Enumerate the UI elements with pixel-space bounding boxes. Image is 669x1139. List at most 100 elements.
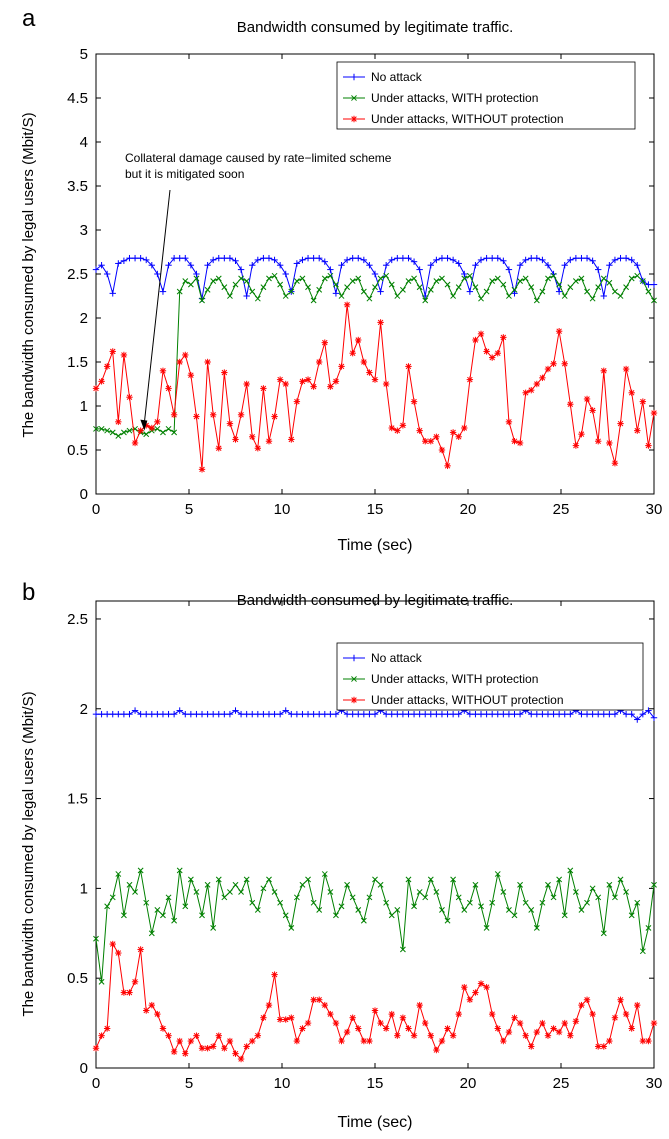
series-0-point bbox=[511, 710, 518, 718]
series-0-point bbox=[388, 256, 395, 264]
series-2-point bbox=[232, 1050, 239, 1057]
series-2-point bbox=[466, 996, 474, 1003]
series-2-point bbox=[388, 1010, 395, 1018]
series-0-point bbox=[477, 256, 485, 264]
series-1-point bbox=[182, 278, 189, 284]
series-2-point bbox=[444, 1025, 451, 1032]
series-0-point bbox=[433, 256, 440, 264]
series-1-point bbox=[249, 288, 256, 295]
series-1-point bbox=[171, 917, 178, 924]
series-2-point bbox=[589, 1010, 596, 1018]
series-0-point bbox=[394, 254, 401, 262]
series-0-point bbox=[198, 710, 206, 718]
legend-marks bbox=[343, 654, 365, 704]
series-1-point bbox=[500, 281, 507, 288]
series-2-point bbox=[461, 424, 468, 432]
series-1-point bbox=[160, 429, 166, 436]
series-1-point bbox=[399, 946, 406, 953]
series-2-point bbox=[533, 1028, 541, 1036]
series-2-point bbox=[310, 383, 317, 390]
series-0-point bbox=[488, 710, 496, 718]
series-1-point bbox=[137, 867, 144, 874]
series-2-point bbox=[611, 1014, 619, 1021]
series-0-point bbox=[159, 710, 167, 718]
series-2-point bbox=[154, 1010, 161, 1018]
series-0-point bbox=[98, 262, 105, 269]
series-1-point bbox=[154, 425, 161, 432]
series-2-point bbox=[622, 1010, 630, 1018]
series-0-point bbox=[182, 710, 189, 718]
series-2-point bbox=[154, 418, 161, 426]
series-2-point bbox=[237, 1055, 245, 1063]
series-0-point bbox=[120, 710, 128, 718]
series-2-point bbox=[366, 1037, 373, 1045]
series-1-point bbox=[567, 284, 574, 291]
series-2-point bbox=[254, 445, 262, 452]
series-0-point bbox=[321, 710, 328, 718]
series-0-point bbox=[561, 262, 568, 269]
series-0-point bbox=[544, 710, 552, 718]
series-0-point bbox=[539, 710, 546, 718]
series-2-point bbox=[533, 380, 541, 388]
series-0-point bbox=[193, 710, 200, 718]
series-2-point bbox=[483, 348, 490, 355]
series-2-point bbox=[293, 1037, 301, 1045]
series-2-point bbox=[366, 369, 373, 376]
series-0-point bbox=[645, 707, 652, 714]
x-tick-label: 0 bbox=[92, 1075, 100, 1092]
series-1-point bbox=[461, 907, 468, 913]
series-1-point bbox=[238, 889, 244, 895]
legend-label-no-attack: No attack bbox=[371, 651, 423, 665]
series-2-point bbox=[103, 363, 111, 370]
series-1-point bbox=[232, 281, 239, 288]
series-0-point bbox=[394, 710, 401, 718]
series-1-point bbox=[578, 275, 585, 282]
series-0-point bbox=[405, 710, 412, 718]
series-2-point bbox=[126, 989, 133, 996]
series-2-point bbox=[645, 442, 652, 449]
series-0-point bbox=[92, 710, 100, 718]
series-1-point bbox=[143, 899, 150, 906]
series-0-point bbox=[622, 254, 630, 262]
series-line-2 bbox=[95, 304, 655, 470]
series-2-point bbox=[455, 433, 462, 440]
series-2-point bbox=[394, 427, 401, 434]
chart-panel-b: b Bandwidth consumed by legitimate traff… bbox=[0, 567, 669, 1134]
series-2-point bbox=[338, 363, 345, 370]
series-0-point bbox=[209, 710, 217, 718]
series-2-point bbox=[360, 358, 368, 366]
series-0-point bbox=[639, 710, 647, 718]
series-0-point bbox=[304, 710, 312, 718]
series-1-point bbox=[221, 284, 228, 291]
series-1-point bbox=[600, 275, 607, 282]
series-0-point bbox=[472, 710, 479, 718]
series-1-point bbox=[310, 899, 317, 906]
series-1-point bbox=[411, 903, 417, 910]
series-0-point bbox=[444, 254, 451, 262]
series-2-point bbox=[410, 1032, 418, 1039]
series-2-point bbox=[444, 462, 451, 470]
series-2-point bbox=[371, 1007, 379, 1014]
series-1-point bbox=[572, 889, 579, 895]
panel-label-b: b bbox=[22, 579, 35, 606]
series-1-point bbox=[316, 286, 323, 293]
series-1-point bbox=[377, 881, 384, 888]
series-2-point bbox=[120, 351, 128, 359]
series-2-point bbox=[276, 1016, 284, 1023]
series-2-point bbox=[355, 336, 362, 344]
series-1-point bbox=[427, 286, 434, 293]
series-0-point bbox=[360, 256, 368, 264]
series-2-point bbox=[505, 1028, 513, 1036]
series-0-point bbox=[650, 281, 658, 288]
series-1-point bbox=[455, 284, 462, 291]
series-0-point bbox=[343, 710, 351, 718]
legend-marker-0 bbox=[350, 654, 358, 662]
series-1-point bbox=[422, 894, 429, 901]
legend-label-with-protection: Under attacks, WITH protection bbox=[371, 672, 538, 686]
series-1-point bbox=[444, 281, 451, 288]
series-1-point bbox=[533, 297, 540, 304]
y-tick-label: 0 bbox=[80, 486, 88, 503]
series-1-point bbox=[260, 885, 267, 892]
series-2-point bbox=[137, 946, 144, 953]
series-2-point bbox=[583, 395, 591, 403]
